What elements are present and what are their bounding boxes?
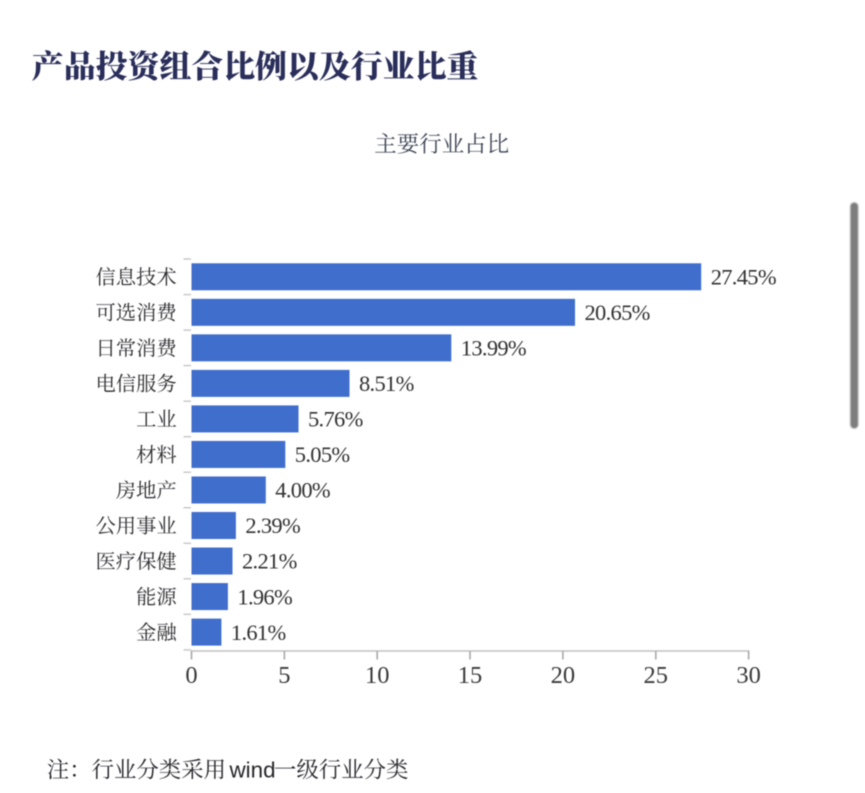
svg-text:5.05%: 5.05% [295, 442, 350, 467]
svg-text:5.76%: 5.76% [308, 407, 363, 432]
svg-text:25: 25 [644, 662, 669, 689]
svg-text:4.00%: 4.00% [275, 478, 330, 503]
svg-text:2.39%: 2.39% [245, 513, 300, 538]
svg-text:5: 5 [278, 662, 290, 689]
svg-text:0: 0 [185, 662, 197, 689]
svg-text:10: 10 [365, 662, 390, 689]
svg-text:20.65%: 20.65% [585, 300, 650, 325]
svg-text:8.51%: 8.51% [359, 371, 414, 396]
svg-text:27.45%: 27.45% [711, 265, 776, 290]
svg-text:wind: wind [229, 757, 276, 782]
svg-text:2.21%: 2.21% [242, 549, 297, 574]
svg-text:30: 30 [736, 662, 761, 689]
svg-text:20: 20 [551, 662, 576, 689]
svg-text:1.61%: 1.61% [231, 620, 286, 645]
svg-text:1.96%: 1.96% [237, 584, 292, 609]
svg-text:13.99%: 13.99% [461, 336, 526, 361]
svg-text:15: 15 [458, 662, 483, 689]
